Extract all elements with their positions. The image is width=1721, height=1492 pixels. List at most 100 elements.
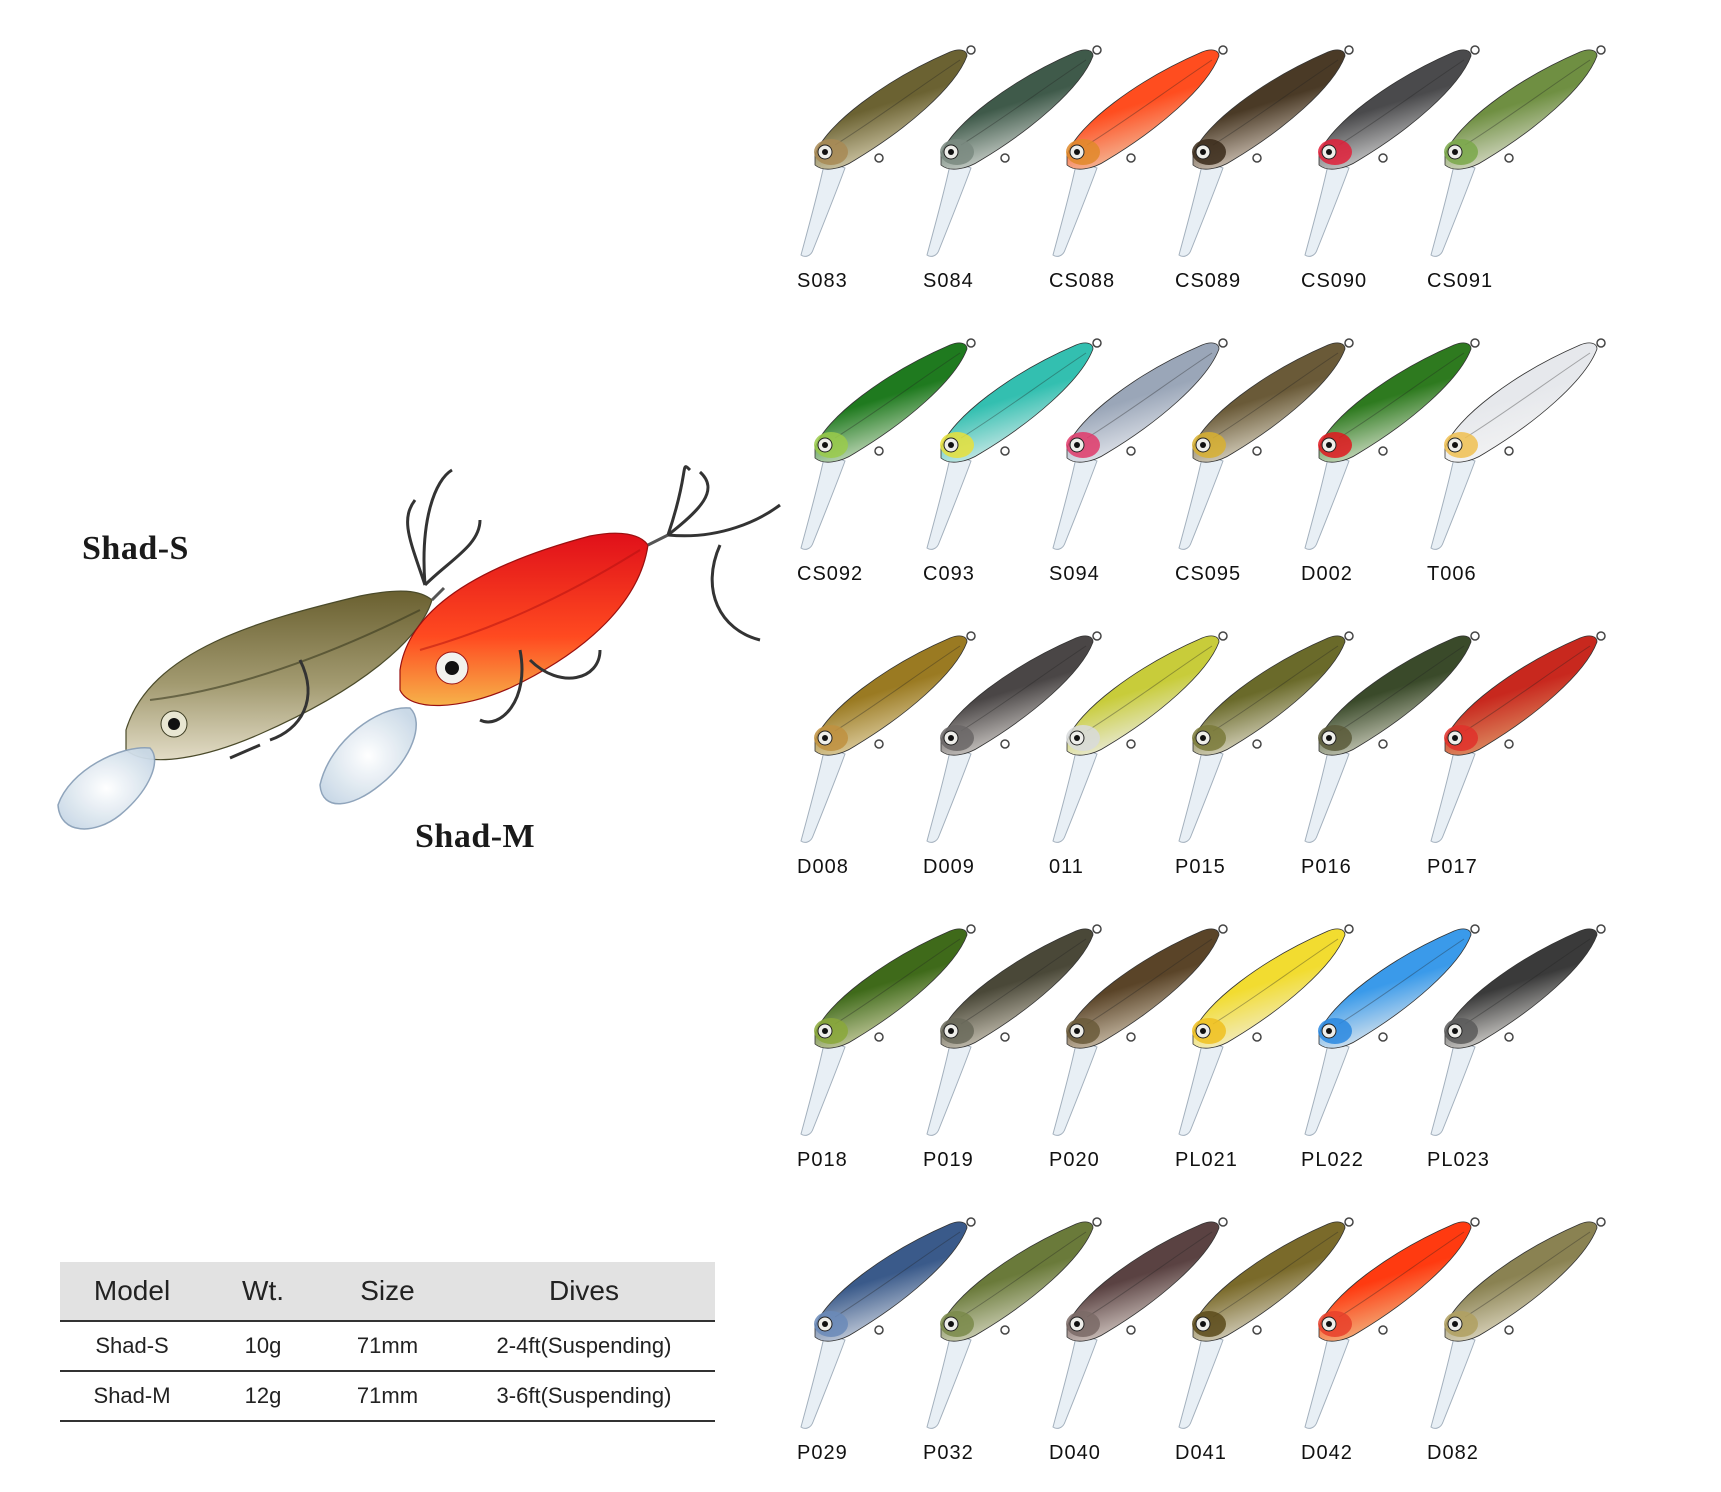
lure-image	[1304, 1217, 1480, 1429]
lure-lip	[926, 452, 972, 550]
lure-lateral-line	[1212, 938, 1339, 1025]
lure-eyelet	[1504, 153, 1514, 163]
lure-swatch: P016	[1299, 616, 1480, 878]
lure-color-code: P018	[797, 1149, 848, 1171]
lure-lateral-line	[834, 1231, 961, 1318]
lure-swatch: CS095	[1173, 323, 1354, 585]
lure-eyelet	[1504, 1032, 1514, 1042]
lure-body	[814, 1221, 968, 1342]
lure-eyelet	[1596, 338, 1606, 348]
lure-body	[940, 342, 1094, 463]
lure-body	[1444, 1221, 1598, 1342]
lure-lip	[1430, 452, 1476, 550]
lure-body	[814, 49, 968, 170]
lure-lateral-line	[1212, 352, 1339, 439]
lure-lateral-line	[1212, 1231, 1339, 1318]
lure-color-code: D002	[1301, 563, 1353, 585]
lure-pupil	[1326, 1321, 1332, 1327]
lure-image	[1052, 631, 1228, 843]
cell-model: Shad-S	[60, 1321, 205, 1372]
lure-lateral-line	[1086, 352, 1213, 439]
lure-lip	[1178, 1038, 1224, 1136]
lure-color-code: D041	[1175, 1442, 1227, 1464]
lure-lip	[1304, 452, 1350, 550]
lure-body	[940, 635, 1094, 756]
lure-eyelet	[1596, 924, 1606, 934]
lure-pupil	[1074, 1321, 1080, 1327]
lure-pupil	[948, 1028, 954, 1034]
lure-swatch: CS089	[1173, 30, 1354, 292]
lure-color-code: P020	[1049, 1149, 1100, 1171]
lure-lateral-line	[960, 59, 1087, 146]
shad-m-lure	[319, 465, 781, 805]
lure-body	[1192, 928, 1346, 1049]
lure-pupil	[1326, 1028, 1332, 1034]
hero-lures-image	[57, 465, 781, 830]
lure-swatch: P015	[1173, 616, 1354, 878]
lure-swatch: P019	[921, 909, 1102, 1171]
lure-image	[926, 45, 1102, 257]
lure-eyelet	[966, 924, 976, 934]
lure-swatch: PL021	[1173, 909, 1354, 1171]
lure-eyelet	[1252, 153, 1262, 163]
lure-body	[1318, 342, 1472, 463]
lure-body	[940, 928, 1094, 1049]
lure-eyelet	[1252, 1032, 1262, 1042]
lure-lateral-line	[1212, 645, 1339, 732]
lure-lateral-line	[1086, 938, 1213, 1025]
lure-eyelet	[1470, 1217, 1480, 1227]
lure-eyelet	[1596, 1217, 1606, 1227]
lure-body	[940, 49, 1094, 170]
lure-eyelet	[966, 45, 976, 55]
lure-color-code: S084	[923, 270, 974, 292]
lure-lateral-line	[834, 645, 961, 732]
lure-body	[1066, 928, 1220, 1049]
lure-image	[926, 924, 1102, 1136]
lure-color-code: P019	[923, 1149, 974, 1171]
table-row: Shad-M 12g 71mm 3-6ft(Suspending)	[60, 1371, 715, 1422]
lure-pupil	[948, 1321, 954, 1327]
lure-color-code: CS088	[1049, 270, 1116, 292]
lure-image	[1430, 631, 1606, 843]
lure-lip	[1430, 159, 1476, 257]
lure-body	[1318, 1221, 1472, 1342]
lure-lateral-line	[960, 352, 1087, 439]
lure-pupil	[1326, 149, 1332, 155]
shad-s-lure	[57, 468, 482, 830]
lure-color-code: D042	[1301, 1442, 1353, 1464]
lure-lip	[1430, 1331, 1476, 1429]
lure-color-code: P029	[797, 1442, 848, 1464]
lure-image	[1304, 924, 1480, 1136]
lure-lateral-line	[1464, 1231, 1591, 1318]
lure-body	[1192, 49, 1346, 170]
lure-eyelet	[1470, 338, 1480, 348]
lure-color-code: 011	[1049, 856, 1084, 878]
lure-lateral-line	[1338, 938, 1465, 1025]
lure-eyelet	[1252, 739, 1262, 749]
lure-eyelet	[874, 739, 884, 749]
lure-pupil	[1452, 1321, 1458, 1327]
lure-image	[1052, 1217, 1228, 1429]
lure-eyelet	[1092, 45, 1102, 55]
lure-eyelet	[1252, 446, 1262, 456]
header-dives: Dives	[452, 1262, 715, 1322]
lure-image	[1178, 631, 1354, 843]
shad-s-title: Shad-S	[82, 530, 189, 567]
lure-pupil	[1452, 442, 1458, 448]
lure-swatch: D041	[1173, 1202, 1354, 1464]
lure-image	[800, 338, 976, 550]
lure-lip	[926, 1038, 972, 1136]
lure-eyelet	[1092, 631, 1102, 641]
lure-image	[1052, 45, 1228, 257]
lure-lateral-line	[834, 938, 961, 1025]
lure-lateral-line	[834, 59, 961, 146]
lure-body	[940, 1221, 1094, 1342]
lure-color-code: P015	[1175, 856, 1226, 878]
lure-lip	[1430, 1038, 1476, 1136]
lure-image	[1430, 924, 1606, 1136]
lure-eyelet	[1378, 153, 1388, 163]
lure-pupil	[822, 149, 828, 155]
lure-eyelet	[1596, 45, 1606, 55]
lure-lip	[1178, 159, 1224, 257]
lure-body	[1318, 928, 1472, 1049]
